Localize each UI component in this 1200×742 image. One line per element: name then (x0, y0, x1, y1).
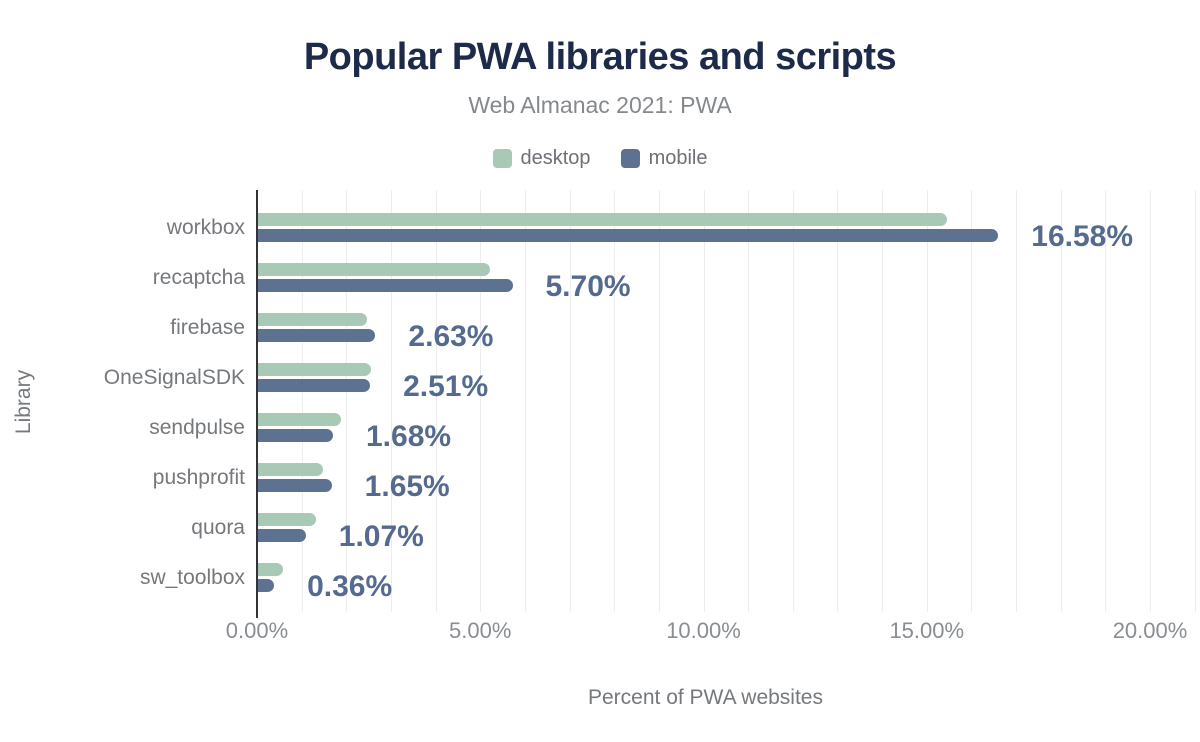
gridline (1060, 190, 1062, 612)
category-label-firebase: firebase (170, 315, 245, 339)
x-tick-label: 0.00% (225, 618, 289, 643)
bar-desktop-sw_toolbox[interactable] (258, 563, 283, 576)
category-label-recaptcha: recaptcha (152, 265, 245, 289)
chart-subtitle: Web Almanac 2021: PWA (468, 92, 732, 118)
bar-desktop-pushprofit[interactable] (258, 463, 323, 476)
value-label-quora: 1.07% (338, 519, 424, 553)
gridline (971, 190, 973, 612)
gridline (346, 190, 348, 612)
gridline (614, 190, 616, 612)
value-label-workbox: 16.58% (1031, 219, 1134, 253)
legend-label-mobile: mobile (648, 146, 708, 169)
gridline (1016, 190, 1018, 612)
gridline (792, 190, 794, 612)
y-axis-title: Library (12, 369, 35, 435)
category-label-sw_toolbox: sw_toolbox (139, 565, 245, 589)
gridline (480, 190, 482, 612)
mobile-series-swatch-icon (620, 148, 640, 168)
x-tick-label: 15.00% (889, 618, 965, 643)
bar-mobile-sendpulse[interactable] (258, 429, 333, 442)
bar-desktop-recaptcha[interactable] (258, 263, 490, 276)
bar-mobile-onesignalsdk[interactable] (258, 379, 371, 392)
bar-mobile-firebase[interactable] (258, 329, 376, 342)
gridline (658, 190, 660, 612)
gridline (748, 190, 750, 612)
y-axis-line (256, 190, 258, 618)
chart-title: Popular PWA libraries and scripts (303, 36, 897, 78)
category-label-onesignalsdk: OneSignalSDK (103, 365, 245, 389)
gridline (1150, 190, 1151, 612)
value-label-firebase: 2.63% (408, 319, 494, 353)
legend: desktop mobile (0, 144, 1200, 172)
value-label-sendpulse: 1.68% (366, 419, 452, 453)
gridline (837, 190, 839, 612)
gridline (926, 190, 928, 612)
bar-mobile-recaptcha[interactable] (258, 279, 513, 292)
bar-mobile-sw_toolbox[interactable] (258, 579, 275, 592)
x-axis-title: Percent of PWA websites (588, 686, 823, 709)
desktop-series-swatch-icon (492, 148, 512, 168)
bar-mobile-quora[interactable] (258, 529, 306, 542)
bar-desktop-quora[interactable] (258, 513, 317, 526)
gridline (1105, 190, 1107, 612)
bar-mobile-pushprofit[interactable] (258, 479, 332, 492)
legend-label-desktop: desktop (520, 146, 591, 169)
bar-mobile-workbox[interactable] (258, 229, 999, 242)
legend-item-desktop[interactable]: desktop (492, 146, 591, 170)
category-label-quora: quora (191, 515, 245, 539)
bar-desktop-workbox[interactable] (258, 213, 947, 226)
gridline (703, 190, 705, 612)
value-label-onesignalsdk: 2.51% (403, 369, 489, 403)
category-label-sendpulse: sendpulse (149, 415, 245, 439)
bar-desktop-sendpulse[interactable] (258, 413, 342, 426)
gridline (301, 190, 303, 612)
value-label-recaptcha: 5.70% (545, 269, 631, 303)
gridline (524, 190, 526, 612)
x-tick-label: 20.00% (1112, 618, 1188, 643)
gridline (882, 190, 884, 612)
bar-desktop-onesignalsdk[interactable] (258, 363, 371, 376)
gridline (390, 190, 392, 612)
gridline (1194, 190, 1196, 612)
category-label-pushprofit: pushprofit (152, 465, 245, 489)
value-label-pushprofit: 1.65% (364, 469, 450, 503)
value-label-sw_toolbox: 0.36% (307, 569, 393, 603)
x-tick-label: 10.00% (666, 618, 741, 643)
gridline (435, 190, 437, 612)
category-label-workbox: workbox (166, 215, 245, 239)
bar-desktop-firebase[interactable] (258, 313, 368, 326)
legend-item-mobile[interactable]: mobile (620, 146, 708, 170)
x-tick-label: 5.00% (449, 618, 512, 643)
gridline (569, 190, 571, 612)
